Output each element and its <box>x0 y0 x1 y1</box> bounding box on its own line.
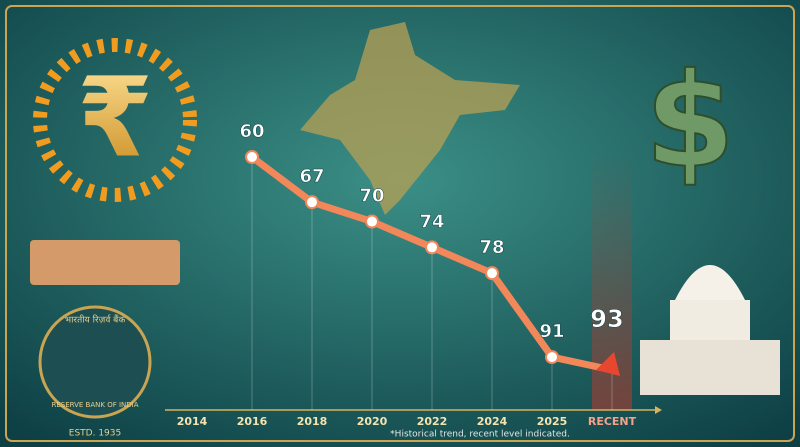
marker <box>425 240 439 255</box>
rupee-symbol: ₹ <box>77 53 154 181</box>
value-label: 78 <box>479 237 504 258</box>
capitol <box>640 265 780 395</box>
x-axis-arrow <box>655 406 662 414</box>
map <box>300 22 520 215</box>
marker <box>545 350 559 365</box>
value-label: 93 <box>590 305 623 333</box>
value-label: 70 <box>359 186 384 207</box>
x-tick-label: 2022 <box>417 415 448 428</box>
value-label: 67 <box>299 166 324 187</box>
x-tick-label: 2016 <box>237 415 268 428</box>
x-tick-label: 2020 <box>357 415 388 428</box>
marker <box>245 150 259 164</box>
value-label: 91 <box>539 321 564 342</box>
x-tick-label: 2025 <box>537 415 568 428</box>
rbi-name: RESERVE BANK OF INDIA <box>51 401 138 409</box>
x-tick-label: RECENT <box>588 415 637 428</box>
x-tick-label: 2024 <box>477 415 508 428</box>
arrow-head <box>596 352 620 376</box>
parliament <box>30 240 180 285</box>
marker <box>365 214 379 229</box>
footnote: *Historical trend, recent level indicate… <box>390 430 570 440</box>
rbi-seal <box>38 305 152 419</box>
marigold-wreath <box>33 38 197 202</box>
value-label: 74 <box>419 211 444 232</box>
rbi-hindi: भारतीय रिज़र्व बैंक <box>65 314 127 326</box>
marker <box>305 195 319 210</box>
frame <box>5 5 795 442</box>
rbi-established: ESTD. 1935 <box>69 429 121 439</box>
x-tick-label: 2014 <box>177 415 208 428</box>
marker <box>485 266 499 281</box>
dollar-symbol: $ <box>645 45 735 197</box>
x-tick-label: 2018 <box>297 415 328 428</box>
value-label: 60 <box>239 121 264 142</box>
